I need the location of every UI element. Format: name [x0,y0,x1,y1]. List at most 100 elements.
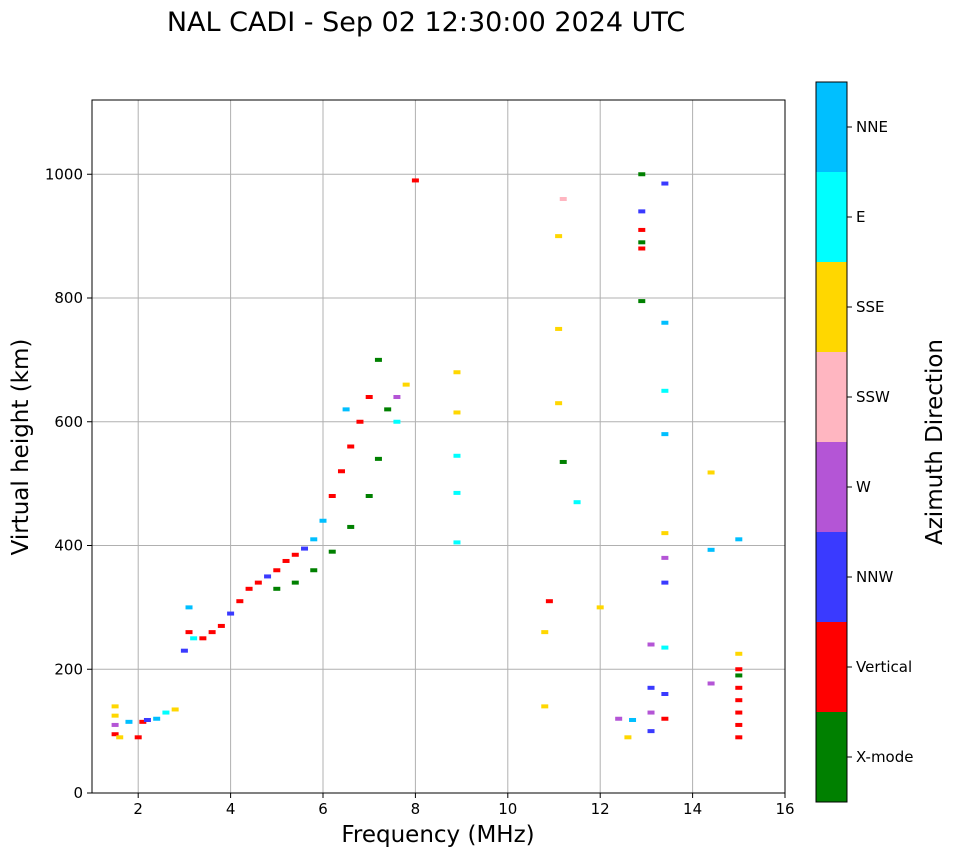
grid-lines [92,100,786,794]
echo-point [374,357,382,362]
echo-point [559,197,567,201]
echo-point [555,326,563,331]
echo-point [661,432,669,437]
colorbar-segment [816,442,847,532]
echo-point [356,419,364,424]
echo-point [273,586,281,591]
echo-point [647,642,655,647]
x-axis-label: Frequency (MHz) [341,822,534,848]
echo-point [111,722,119,727]
echo-point [661,320,669,325]
echo-point [638,209,646,214]
echo-point [555,234,563,239]
y-tick-label: 400 [54,537,83,555]
echo-point [347,524,355,529]
echo-point [624,735,632,740]
echo-point [559,459,567,464]
y-tick-label: 800 [54,289,83,307]
echo-point [365,494,373,498]
colorbar-label: NNE [856,118,888,136]
colorbar-frame [815,81,848,803]
echo-point [402,382,410,387]
y-axis-ticks: 0 200 400 600 800 1000 [45,165,92,802]
y-axis-label: Virtual height (km) [8,339,34,556]
echo-point [707,470,715,475]
echo-point [647,729,655,734]
echo-point [328,549,336,554]
echo-point [180,648,188,653]
x-tick-label: 8 [411,800,421,818]
echo-point [541,630,549,635]
colorbar-label: X-mode [856,748,913,766]
echo-point [365,395,373,399]
echo-point [125,719,133,724]
echo-point [545,599,553,604]
colorbar-segment [816,262,847,352]
colorbar-label: NNW [856,568,893,586]
echo-point [647,685,655,690]
x-tick-label: 14 [683,800,702,818]
echo-point [638,240,646,245]
echo-point [661,692,669,696]
colorbar-label: SSW [856,388,890,406]
x-tick-label: 4 [226,800,236,818]
y-tick-label: 0 [73,784,83,802]
echo-point [453,370,461,375]
echo-point [638,246,646,251]
echo-point [411,178,419,183]
echo-point [661,555,669,560]
colorbar-label: E [856,208,865,226]
colorbar-segment [816,622,847,712]
echo-point [735,651,743,656]
echo-point [453,540,461,545]
colorbar-title: Azimuth Direction [922,339,948,545]
y-tick-label: 600 [54,413,83,431]
chart-title: NAL CADI - Sep 02 12:30:00 2024 UTC [167,7,685,38]
echo-point [264,574,272,579]
echo-point [735,685,743,690]
echo-point [134,735,142,740]
echo-point [735,722,743,727]
plot-frame [91,99,786,794]
echo-point [227,611,235,616]
echo-point [111,704,119,709]
echo-point [647,710,655,715]
echo-point [139,719,147,724]
echo-point [143,717,151,722]
colorbar-segment [816,532,847,622]
echo-point [185,605,193,610]
echo-point [707,547,715,552]
echo-point [282,558,290,563]
echo-point [217,623,225,628]
echo-point [310,537,318,542]
echo-point [153,716,161,721]
echo-point [661,645,669,650]
echo-point [319,518,327,523]
echo-point [735,710,743,715]
echo-point [328,494,336,498]
echo-point [199,636,207,641]
echo-point [374,456,382,461]
echo-point [661,388,669,393]
echo-point [236,599,244,604]
echo-point [162,710,170,715]
echo-point [171,707,179,712]
echo-point [661,531,669,536]
echo-point [291,580,299,585]
y-tick-label: 200 [54,660,83,678]
echo-point [735,537,743,542]
echo-point [116,735,124,740]
echo-point [661,716,669,721]
colorbar-segment [816,172,847,262]
echo-point [245,586,253,591]
echo-point [638,172,646,177]
x-tick-label: 2 [133,800,143,818]
colorbar-label: W [856,478,871,496]
echo-point [347,444,355,449]
echo-point [638,299,646,304]
colorbar: X-mode Vertical NNW W SSW SSE E NNE [815,81,913,803]
echo-point [254,580,262,585]
echo-point [453,410,461,415]
echo-point [541,704,549,709]
